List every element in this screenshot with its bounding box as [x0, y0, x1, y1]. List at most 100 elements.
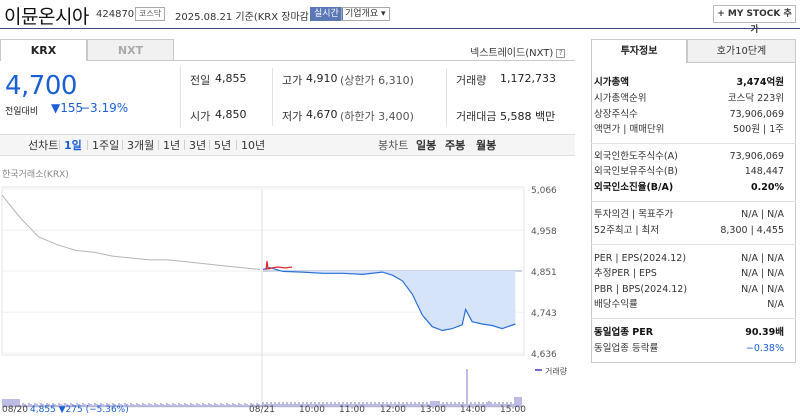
- above-ref-line: [265, 260, 293, 271]
- invest-row-label: PER | EPS(2024.12): [594, 253, 687, 264]
- x-tick-label: 11:00: [339, 405, 365, 415]
- period-separator: [184, 140, 185, 150]
- tab-orderbook[interactable]: 호가10단계: [687, 39, 796, 63]
- x-tick-label: 13:00: [420, 405, 446, 415]
- quote-divider: [446, 68, 447, 126]
- realtime-button[interactable]: 실시간: [310, 7, 343, 21]
- invest-row-label: 외국인한도주식수(A): [594, 151, 678, 162]
- invest-row: 52주최고 | 최저 8,300 | 4,455: [594, 224, 784, 237]
- invest-row-value: N/A | N/A: [741, 284, 784, 295]
- upper-limit: (상한가 6,310): [340, 74, 414, 87]
- amount-value: 5,588 백만: [500, 110, 556, 123]
- volume-legend-swatch: [535, 369, 542, 371]
- period-1[interactable]: 1일: [64, 139, 82, 152]
- invest-row: PER | EPS(2024.12) N/A | N/A: [594, 252, 784, 265]
- candle-0[interactable]: 일봉: [416, 139, 437, 152]
- invest-row: 동일업종 등락률 −0.38%: [594, 342, 784, 355]
- y-tick-label: 4,636: [531, 350, 557, 360]
- invest-row-label: 동일업종 등락률: [594, 343, 659, 354]
- open-label: 시가: [190, 110, 211, 123]
- invest-row-label: 외국인보유주식수(B): [594, 166, 678, 177]
- invest-row: 상장주식수 73,906,069: [594, 108, 784, 121]
- invest-row-label: 투자의견 | 목표주가: [594, 209, 674, 220]
- invest-row: 추정PER | EPS N/A | N/A: [594, 267, 784, 280]
- period-6[interactable]: 5년: [214, 139, 232, 152]
- invest-row-value: 8,300 | 4,455: [720, 225, 784, 236]
- x-tick-label: 08/21: [249, 405, 275, 415]
- invest-row: 동일업종 PER 90.39배: [594, 326, 784, 339]
- data-source: 한국거래소(KRX): [2, 170, 69, 180]
- invest-row-label: 외국인소진율(B/A): [594, 182, 674, 193]
- tab-nxt[interactable]: NXT: [87, 39, 174, 61]
- invest-panel: [591, 63, 796, 363]
- invest-row: 액면가 | 매매단위 500원 | 1주: [594, 123, 784, 136]
- x-tick-label: 10:00: [299, 405, 325, 415]
- prev-close-value: 4,855: [215, 72, 247, 85]
- period-separator: [59, 140, 60, 150]
- period-5[interactable]: 3년: [189, 139, 207, 152]
- change-label: 전일대비: [5, 107, 39, 117]
- invest-row-value: N/A: [767, 299, 784, 310]
- nextrade-label: 넥스트레이드(NXT): [470, 48, 554, 59]
- panel-divider: [591, 244, 796, 245]
- change-percent: −3.19%: [80, 101, 129, 115]
- invest-row-value: 3,474억원: [736, 77, 784, 88]
- period-0[interactable]: 선차트: [28, 139, 59, 152]
- panel-divider: [591, 318, 796, 319]
- nextrade-link[interactable]: 넥스트레이드(NXT)?: [470, 44, 566, 59]
- period-2[interactable]: 1주일: [92, 139, 120, 152]
- high-value: 4,910: [306, 72, 338, 85]
- change-divider: [76, 103, 77, 114]
- tab-underline: [174, 60, 575, 61]
- invest-row-value: 0.20%: [751, 182, 784, 193]
- x-tick-label: 14:00: [460, 405, 486, 415]
- y-tick-label: 4,743: [531, 309, 557, 319]
- invest-row-value: N/A | N/A: [741, 253, 784, 264]
- stock-code: 424870: [96, 9, 135, 20]
- x-tick-label: 08/20: [2, 405, 28, 415]
- amount-label: 거래대금: [456, 110, 497, 123]
- price-chart[interactable]: 5,066 4,958 4,851 4,743 4,636 거래량 08/20 08/21 10…: [0, 175, 580, 419]
- candle-2[interactable]: 월봉: [476, 139, 497, 152]
- y-tick-label: 4,851: [531, 268, 557, 278]
- invest-row-label: 상장주식수: [594, 109, 638, 120]
- candle-label: 봉차트: [378, 139, 409, 152]
- period-3[interactable]: 3개월: [127, 139, 155, 152]
- invest-row: 외국인소진율(B/A) 0.20%: [594, 181, 784, 194]
- quote-date: 2025.08.21 기준(KRX 장마감): [175, 12, 313, 23]
- invest-row-value: 90.39배: [745, 327, 784, 338]
- candle-1[interactable]: 주봉: [445, 139, 466, 152]
- invest-row-value: −0.38%: [745, 343, 784, 354]
- lower-limit: (하한가 3,400): [340, 110, 414, 123]
- invest-row: 외국인보유주식수(B) 148,447: [594, 165, 784, 178]
- invest-row-value: N/A | N/A: [741, 268, 784, 279]
- invest-row-label: 액면가 | 매매단위: [594, 124, 665, 135]
- invest-row-label: 시가총액순위: [594, 93, 647, 104]
- invest-row-label: 동일업종 PER: [594, 327, 654, 338]
- period-7[interactable]: 10년: [241, 139, 266, 152]
- invest-row-value: 148,447: [744, 166, 784, 177]
- tab-krx[interactable]: KRX: [0, 39, 87, 61]
- period-4[interactable]: 1년: [163, 139, 181, 152]
- help-icon[interactable]: ?: [556, 49, 566, 58]
- volume-label: 거래량: [456, 74, 487, 87]
- invest-row: 외국인한도주식수(A) 73,906,069: [594, 150, 784, 163]
- tab-invest-info[interactable]: 투자정보: [591, 39, 687, 63]
- invest-row-label: PBR | BPS(2024.12): [594, 284, 688, 295]
- invest-row: PBR | BPS(2024.12) N/A | N/A: [594, 283, 784, 296]
- volume-value: 1,172,733: [500, 72, 556, 85]
- period-separator: [87, 140, 88, 150]
- high-label: 고가: [282, 74, 303, 87]
- period-separator: [236, 140, 237, 150]
- invest-row: 투자의견 | 목표주가 N/A | N/A: [594, 208, 784, 221]
- panel-divider: [591, 201, 796, 202]
- add-mystock-button[interactable]: + MY STOCK 추가: [713, 5, 796, 35]
- company-overview-dropdown[interactable]: 기업개요 ▾: [341, 7, 390, 21]
- y-tick-label: 4,958: [531, 227, 557, 237]
- invest-row-value: N/A | N/A: [741, 209, 784, 220]
- invest-row-value: 코스닥 223위: [727, 93, 784, 104]
- change-value: ▼155: [51, 101, 84, 115]
- stock-name: 이뮨온시아: [4, 6, 89, 28]
- period-separator: [209, 140, 210, 150]
- period-toolbar: [0, 134, 575, 156]
